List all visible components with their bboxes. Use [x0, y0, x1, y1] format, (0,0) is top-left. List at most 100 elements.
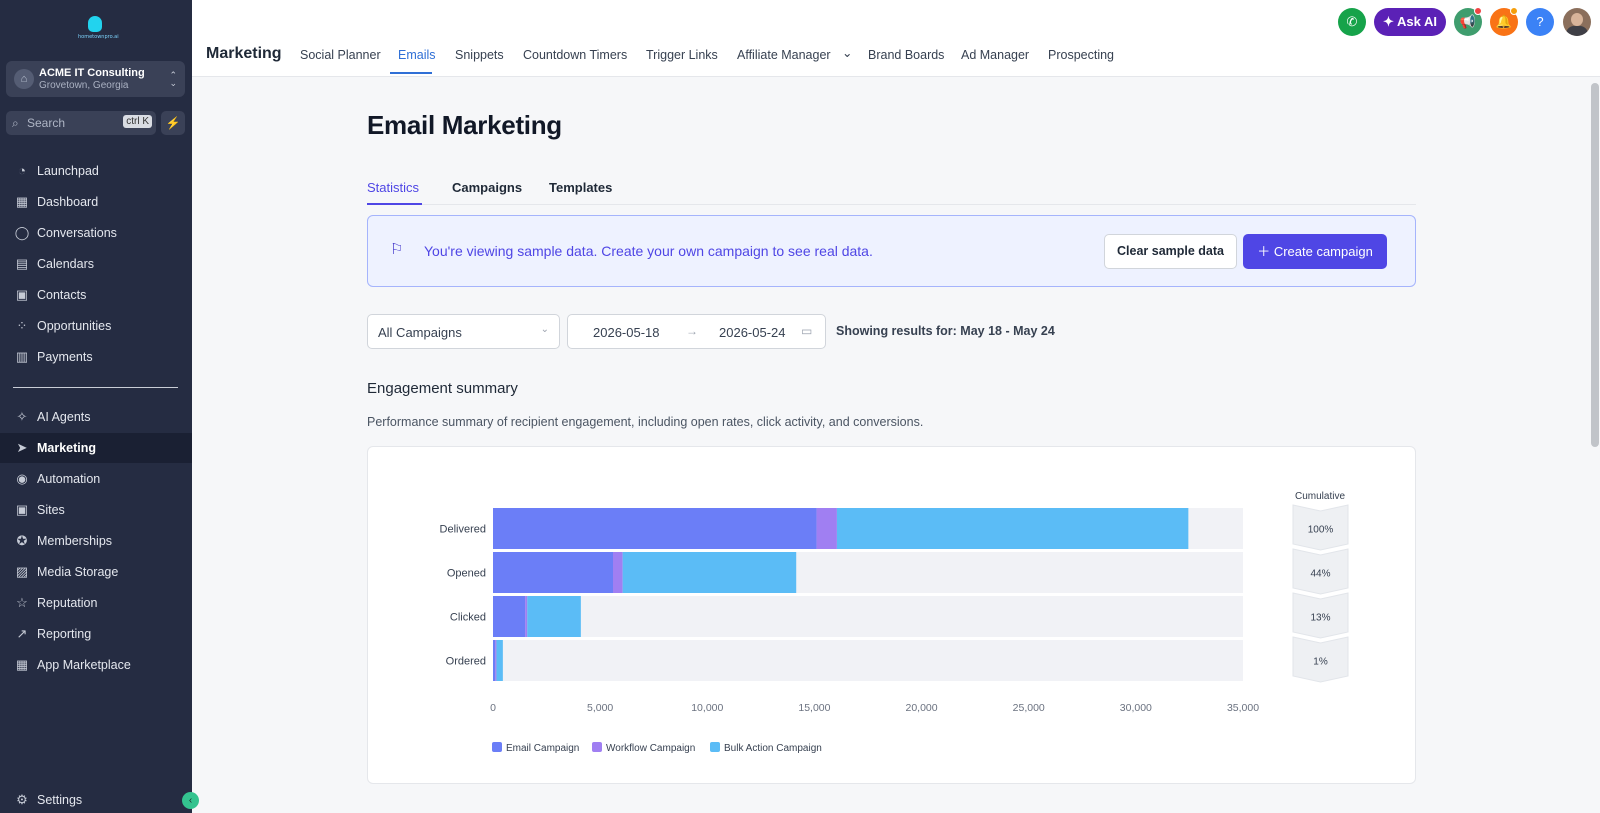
account-name: ACME IT Consulting: [39, 67, 145, 79]
sidebar-item-reporting[interactable]: ↗ Reporting: [0, 619, 192, 649]
sidebar-item-reputation[interactable]: ☆ Reputation: [0, 588, 192, 618]
bar-clicked-workflow-campaign[interactable]: [525, 596, 528, 637]
pipeline-icon: ⁘: [16, 318, 28, 333]
quick-action-bolt-icon[interactable]: ⚡: [161, 111, 185, 135]
help-icon[interactable]: ?: [1526, 8, 1554, 36]
tab-snippets[interactable]: Snippets: [455, 48, 504, 62]
bulb-icon: [88, 16, 102, 32]
gear-icon: ⚙: [16, 792, 28, 807]
calendar-icon: ▤: [15, 256, 29, 271]
sidebar-item-launchpad[interactable]: ◔ Launchpad: [0, 156, 192, 186]
chevron-updown-icon: ⌃ ⌄: [169, 70, 177, 88]
create-campaign-label: Create campaign: [1273, 244, 1373, 259]
end-date[interactable]: 2026-05-24: [719, 325, 786, 340]
chevron-down-icon[interactable]: ⌄: [842, 46, 853, 60]
sidebar-item-sites[interactable]: ▣ Sites: [0, 495, 192, 525]
active-tab-underline: [390, 72, 432, 74]
bar-opened-bulk-action-campaign[interactable]: [622, 552, 797, 593]
bar-ordered-email-campaign[interactable]: [493, 640, 496, 681]
bar-background: [493, 640, 1243, 681]
cumulative-shape: [1292, 592, 1349, 639]
bar-ordered-workflow-campaign[interactable]: [495, 640, 497, 681]
start-date[interactable]: 2026-05-18: [593, 325, 660, 340]
sidebar-item-dashboard[interactable]: ▦ Dashboard: [0, 187, 192, 217]
sidebar-item-memberships[interactable]: ✪ Memberships: [0, 526, 192, 556]
sidebar-item-contacts[interactable]: ▣ Contacts: [0, 280, 192, 310]
sidebar-item-calendars[interactable]: ▤ Calendars: [0, 249, 192, 279]
subtab-templates[interactable]: Templates: [549, 180, 613, 195]
search-shortcut: ctrl K: [123, 115, 152, 128]
page-title: Email Marketing: [367, 110, 562, 140]
bar-opened-workflow-campaign[interactable]: [613, 552, 623, 593]
cumulative-value: 1%: [1313, 657, 1328, 668]
search-input[interactable]: ⌕ Search ctrl K: [6, 111, 156, 135]
apps-icon: ▦: [15, 657, 29, 672]
bar-ordered-bulk-action-campaign[interactable]: [496, 640, 503, 681]
page-scrollbar[interactable]: [1591, 83, 1599, 447]
sidebar-item-label: Calendars: [37, 257, 94, 271]
notification-dot: [1474, 7, 1482, 15]
sidebar-item-ai-agents[interactable]: ✧ AI Agents: [0, 402, 192, 432]
date-range-picker[interactable]: 2026-05-18 → 2026-05-24 ▭: [567, 314, 826, 349]
tab-brand-boards[interactable]: Brand Boards: [868, 48, 945, 62]
app-title: Marketing: [206, 45, 282, 62]
account-switcher[interactable]: ⌂ ACME IT Consulting Grovetown, Georgia …: [6, 61, 185, 97]
logo-text: hometownpro.ai: [78, 34, 119, 40]
subtab-statistics[interactable]: Statistics: [367, 180, 420, 195]
bar-opened-email-campaign[interactable]: [493, 552, 613, 593]
calendar-icon: ▭: [801, 324, 813, 338]
sidebar-item-label: Media Storage: [37, 565, 119, 579]
receipt-icon: ▥: [15, 349, 29, 364]
legend-label[interactable]: Email Campaign: [506, 743, 579, 754]
sidebar: hometownpro.ai ⌂ ACME IT Consulting Grov…: [0, 0, 199, 813]
tab-social-planner[interactable]: Social Planner: [300, 48, 381, 62]
ask-ai-button[interactable]: ✦ Ask AI: [1374, 8, 1446, 36]
sidebar-item-conversations[interactable]: ◯ Conversations: [0, 218, 192, 248]
tab-ad-manager[interactable]: Ad Manager: [961, 48, 1030, 62]
sidebar-item-app-marketplace[interactable]: ▦ App Marketplace: [0, 650, 192, 680]
phone-icon[interactable]: ✆: [1338, 8, 1366, 36]
section-description: Performance summary of recipient engagem…: [367, 415, 924, 429]
sidebar-item-marketing[interactable]: ➤ Marketing: [0, 433, 192, 463]
x-tick-label: 20,000: [906, 702, 938, 714]
sidebar-item-payments[interactable]: ▥ Payments: [0, 342, 192, 372]
bar-clicked-bulk-action-campaign[interactable]: [527, 596, 581, 637]
bar-delivered-bulk-action-campaign[interactable]: [836, 508, 1189, 549]
bar-clicked-email-campaign[interactable]: [493, 596, 526, 637]
sidebar-item-label: Payments: [37, 350, 93, 364]
tab-affiliate-manager[interactable]: Affiliate Manager: [737, 48, 831, 62]
sidebar-item-opportunities[interactable]: ⁘ Opportunities: [0, 311, 192, 341]
bar-delivered-workflow-campaign[interactable]: [816, 508, 837, 549]
brand-logo[interactable]: hometownpro.ai: [78, 14, 119, 42]
collapse-sidebar-icon[interactable]: ‹: [182, 792, 199, 809]
legend-label[interactable]: Bulk Action Campaign: [724, 743, 822, 754]
trend-icon: ↗: [16, 626, 28, 641]
sidebar-item-automation[interactable]: ◉ Automation: [0, 464, 192, 494]
create-campaign-button[interactable]: ＋ Create campaign: [1243, 234, 1387, 269]
search-placeholder: Search: [27, 116, 66, 130]
sidebar-item-label: Marketing: [37, 441, 97, 455]
notification-dot: [1510, 7, 1518, 15]
sidebar-item-label: Sites: [37, 503, 65, 517]
subtab-campaigns[interactable]: Campaigns: [452, 180, 523, 195]
cumulative-value: 44%: [1310, 569, 1330, 580]
sidebar-item-media-storage[interactable]: ▨ Media Storage: [0, 557, 192, 587]
campaign-filter-select[interactable]: All Campaigns ⌄: [367, 314, 560, 349]
campaign-filter-value: All Campaigns: [378, 325, 462, 340]
results-range-text: Showing results for: May 18 - May 24: [836, 324, 1055, 338]
tab-trigger-links[interactable]: Trigger Links: [646, 48, 718, 62]
cumulative-title: Cumulative: [1295, 491, 1345, 502]
tab-prospecting[interactable]: Prospecting: [1048, 48, 1115, 62]
bar-delivered-email-campaign[interactable]: [493, 508, 817, 549]
user-avatar[interactable]: [1563, 8, 1591, 36]
sample-data-banner: ⚐ You're viewing sample data. Create you…: [367, 215, 1416, 287]
tab-emails[interactable]: Emails: [398, 48, 436, 62]
badge-icon: ✪: [16, 533, 28, 548]
tab-countdown-timers[interactable]: Countdown Timers: [523, 48, 628, 62]
sidebar-item-settings[interactable]: ⚙ Settings: [0, 785, 192, 813]
clear-sample-data-button[interactable]: Clear sample data: [1104, 234, 1237, 269]
legend-label[interactable]: Workflow Campaign: [606, 743, 695, 754]
x-tick-label: 25,000: [1013, 702, 1045, 714]
sidebar-item-label: Launchpad: [37, 164, 99, 178]
sidebar-item-label: Settings: [37, 793, 83, 807]
